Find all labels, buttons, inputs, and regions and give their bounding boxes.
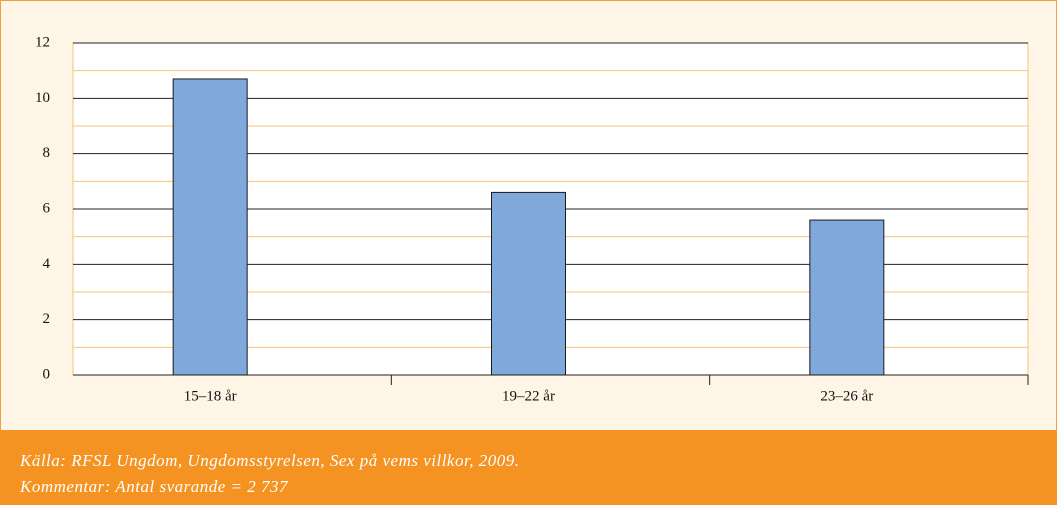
- bar: [172, 78, 248, 376]
- y-tick-label: 8: [43, 145, 51, 161]
- y-tick-label: 0: [43, 366, 51, 382]
- bar: [809, 219, 885, 376]
- x-tick-label: 19–22 år: [502, 388, 555, 404]
- footer-band: [0, 430, 1057, 505]
- source-note: Källa: RFSL Ungdom, Ungdomsstyrelsen, Se…: [19, 451, 519, 470]
- y-tick-label: 4: [43, 256, 51, 272]
- y-tick-label: 10: [35, 90, 50, 106]
- x-tick-label: 15–18 år: [184, 388, 237, 404]
- y-tick-label: 6: [43, 200, 51, 216]
- bar: [491, 191, 566, 376]
- x-tick-label: 23–26 år: [820, 388, 873, 404]
- comment-note: Kommentar: Antal svarande = 2 737: [19, 477, 289, 496]
- y-tick-label: 2: [43, 311, 51, 327]
- y-tick-label: 12: [35, 34, 50, 50]
